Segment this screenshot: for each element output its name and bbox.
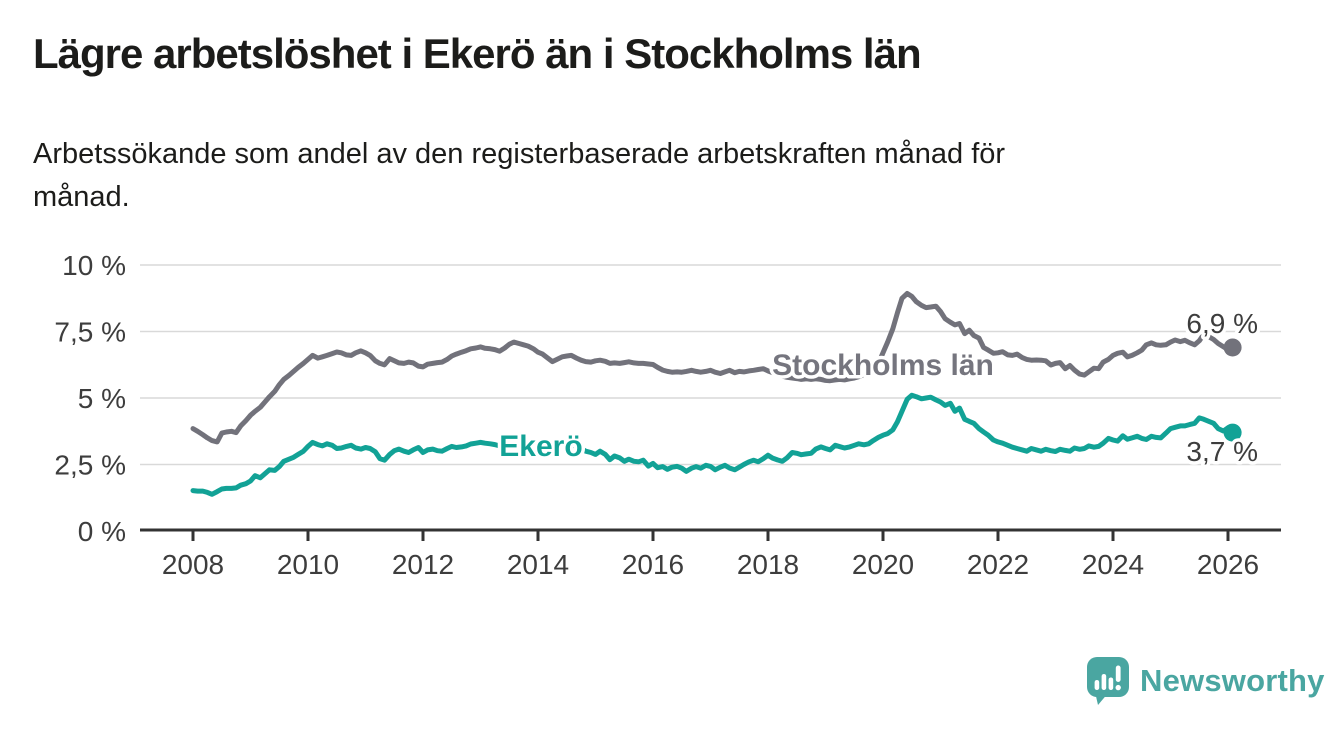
- page-title: Lägre arbetslöshet i Ekerö än i Stockhol…: [33, 30, 922, 77]
- y-tick-label-10: 10 %: [62, 250, 126, 281]
- series-end-dot-stockholms-lan: [1223, 338, 1242, 357]
- newsworthy-logo[interactable]: Newsworthy: [1086, 656, 1325, 706]
- y-tick-label-0: 0 %: [78, 516, 126, 547]
- series-end-dot-ekero: [1223, 423, 1242, 442]
- series-label-stockholms-lan: Stockholms län: [772, 349, 994, 382]
- end-value-label-ekero: 3,7 %: [1186, 436, 1258, 467]
- newsworthy-logo-text: Newsworthy: [1140, 663, 1325, 698]
- series-label-ekero: Ekerö: [499, 430, 582, 463]
- x-tick-label-2008: 2008: [162, 549, 224, 580]
- x-tick-label-2010: 2010: [277, 549, 339, 580]
- x-tick-label-2016: 2016: [622, 549, 684, 580]
- x-tick-label-2022: 2022: [967, 549, 1029, 580]
- x-tick-label-2026: 2026: [1197, 549, 1259, 580]
- series-line-ekero: [190, 392, 1236, 497]
- y-tick-label-5: 5 %: [78, 383, 126, 414]
- end-value-label-stockholms-lan: 6,9 %: [1186, 308, 1258, 339]
- y-tick-label-7.5: 7,5 %: [54, 317, 126, 348]
- x-tick-label-2024: 2024: [1082, 549, 1144, 580]
- newsworthy-chart-bubble-icon: [1086, 656, 1130, 706]
- chart-subtitle-line-2: månad.: [33, 181, 130, 213]
- chart-subtitle-line-1: Arbetssökande som andel av den registerb…: [33, 138, 1006, 170]
- x-tick-label-2018: 2018: [737, 549, 799, 580]
- y-tick-label-2.5: 2,5 %: [54, 450, 126, 481]
- x-tick-label-2014: 2014: [507, 549, 569, 580]
- x-tick-label-2012: 2012: [392, 549, 454, 580]
- x-tick-label-2020: 2020: [852, 549, 914, 580]
- series-line-stockholms-lan: [190, 291, 1236, 445]
